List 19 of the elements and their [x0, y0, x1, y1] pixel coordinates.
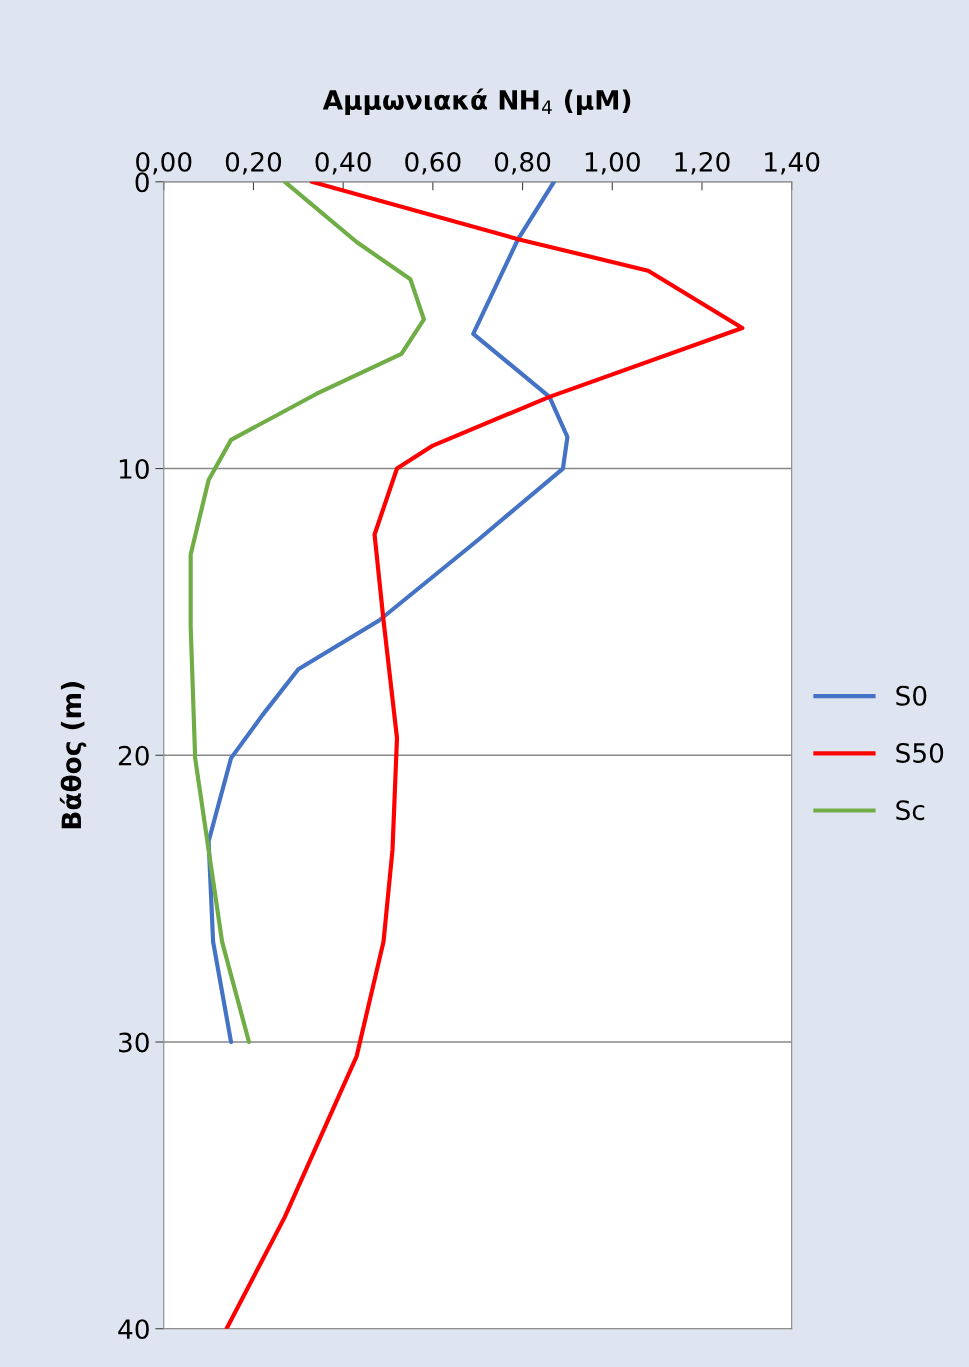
- chart-title: Αμμωνιακά NH$_{4}$ (μM): [322, 88, 631, 116]
- legend-label: Sc: [896, 800, 925, 821]
- line-series: [224, 181, 745, 1329]
- line-series: [206, 181, 570, 1045]
- x-tick-label: 0,60: [405, 151, 461, 175]
- x-tick-label: 0,80: [494, 151, 551, 175]
- y-axis-title: Βάθος (m): [59, 682, 87, 829]
- x-tick-label: 1,20: [675, 151, 730, 175]
- y-tick-label: 30: [119, 1032, 149, 1053]
- x-tick-label: 0,20: [225, 151, 282, 175]
- x-tick-label: 0,40: [315, 151, 371, 175]
- y-tick-label: 40: [118, 1319, 149, 1340]
- legend-label: S0: [896, 685, 927, 706]
- legend-label: S50: [896, 742, 944, 763]
- x-tick-label: 1,00: [585, 151, 640, 175]
- x-tick-label: 1,40: [765, 151, 820, 175]
- y-tick-label: 10: [119, 458, 149, 479]
- y-tick-label: 20: [118, 745, 149, 766]
- line-series: [188, 181, 426, 1045]
